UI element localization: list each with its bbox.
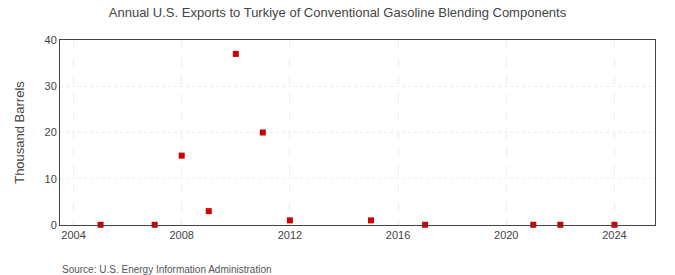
svg-text:10: 10 (45, 173, 57, 185)
svg-text:40: 40 (45, 34, 57, 46)
svg-text:2016: 2016 (386, 229, 410, 241)
svg-text:0: 0 (51, 219, 57, 231)
svg-text:30: 30 (45, 80, 57, 92)
svg-text:Thousand Barrels: Thousand Barrels (12, 81, 27, 184)
svg-text:2024: 2024 (602, 229, 626, 241)
svg-text:2012: 2012 (278, 229, 302, 241)
svg-text:Source: U.S. Energy Informatio: Source: U.S. Energy Information Administ… (62, 264, 272, 275)
svg-text:2004: 2004 (61, 229, 85, 241)
svg-text:Annual U.S. Exports to Turkiye: Annual U.S. Exports to Turkiye of Conven… (109, 5, 567, 20)
svg-text:2008: 2008 (169, 229, 193, 241)
svg-text:20: 20 (45, 126, 57, 138)
svg-text:2020: 2020 (494, 229, 518, 241)
